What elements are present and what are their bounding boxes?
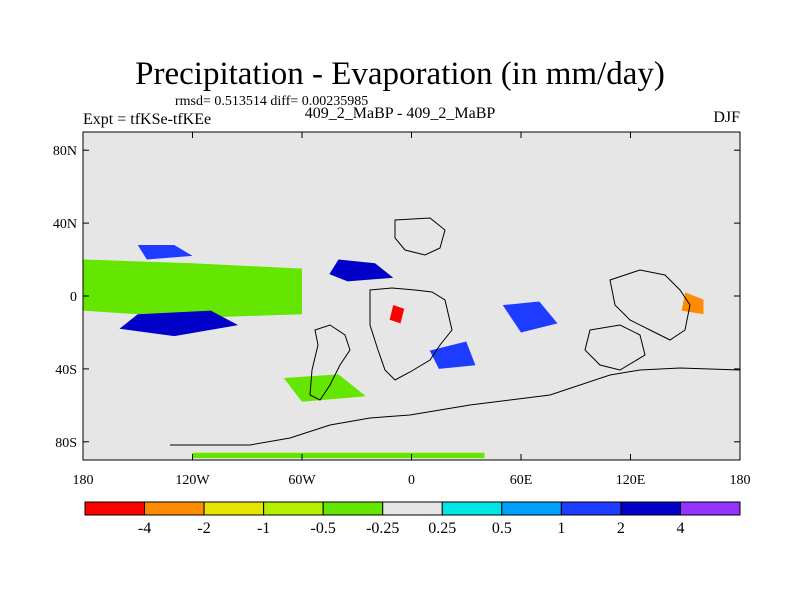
colorbar-label: -4 xyxy=(138,520,151,537)
contour-region-southern-ocean-green xyxy=(283,374,366,402)
colorbar-swatch xyxy=(322,501,384,516)
x-tick-label: 60W xyxy=(288,473,316,488)
colorbar-swatch xyxy=(263,501,324,516)
x-tick-label: 0 xyxy=(408,473,415,488)
contour-region-south-atlantic-dry xyxy=(429,341,476,369)
colorbar-label: 4 xyxy=(676,520,684,537)
colorbar-label: 1 xyxy=(557,520,565,537)
comparison-label: 409_2_MaBP - 409_2_MaBP xyxy=(304,105,496,122)
season-label: DJF xyxy=(713,109,740,126)
south-america-outline xyxy=(309,324,351,401)
antarctica-outline xyxy=(170,367,741,446)
colorbar-label: -2 xyxy=(197,520,210,537)
continent-outlines xyxy=(170,217,741,446)
colorbar-swatch xyxy=(560,501,622,516)
australia-outline xyxy=(584,324,646,371)
x-tick-label: 60E xyxy=(510,473,533,488)
colorbar-label: 2 xyxy=(617,520,625,537)
asia-outline xyxy=(609,269,691,341)
x-tick-label: 120E xyxy=(616,473,646,488)
north-america-outline xyxy=(394,217,446,256)
stats-text: rmsd= 0.513514 diff= 0.00235985 xyxy=(175,94,369,109)
x-tick-label: 180 xyxy=(730,473,751,488)
contour-region-atlantic-dry-north xyxy=(329,259,394,282)
colorbar-swatch xyxy=(144,501,205,516)
y-tick-label: 80S xyxy=(55,436,77,451)
colorbar-swatch xyxy=(203,501,265,516)
contour-region-west-pacific-wet xyxy=(681,292,704,315)
y-tick-label: 40S xyxy=(55,363,77,378)
colorbar-label: -0.5 xyxy=(311,520,336,537)
y-axis: 80N 40N 0 40S 80S xyxy=(53,144,740,451)
colorbar-label: 0.25 xyxy=(428,520,456,537)
contour-region-south-pacific-dry xyxy=(119,310,239,337)
contour-region-indian-ocean-dry xyxy=(502,301,558,333)
x-tick-label: 180 xyxy=(73,473,94,488)
y-tick-label: 80N xyxy=(53,144,77,159)
colorbar-swatch xyxy=(501,501,562,516)
y-tick-label: 40N xyxy=(53,217,77,232)
x-axis: 180 120W 60W 0 60E 120E 180 xyxy=(73,132,751,488)
colorbar-swatch xyxy=(679,501,741,516)
contour-region-antarctic-strip xyxy=(192,452,485,459)
colorbar-label: -1 xyxy=(257,520,270,537)
chart-title: Precipitation - Evaporation (in mm/day) xyxy=(135,56,665,92)
y-tick-label: 0 xyxy=(70,290,77,305)
colorbar-swatch xyxy=(441,501,503,516)
contour-region-north-pacific-dry xyxy=(137,244,193,260)
colorbar-label: -0.25 xyxy=(366,520,399,537)
colorbar-swatch xyxy=(620,501,681,516)
colorbar-swatch xyxy=(382,501,443,516)
contour-region-band-tropical-pacific xyxy=(83,259,302,318)
experiment-label: Expt = tfKSe-tfKEe xyxy=(83,111,212,128)
x-tick-label: 120W xyxy=(175,473,210,488)
colorbar-swatch xyxy=(84,501,146,516)
contour-region-amazon-wet xyxy=(389,305,405,324)
colorbar-label: 0.5 xyxy=(492,520,512,537)
colorbar: -4 -2 -1 -0.5 -0.25 0.25 0.5 1 2 4 xyxy=(84,501,741,537)
africa-outline xyxy=(369,287,453,381)
